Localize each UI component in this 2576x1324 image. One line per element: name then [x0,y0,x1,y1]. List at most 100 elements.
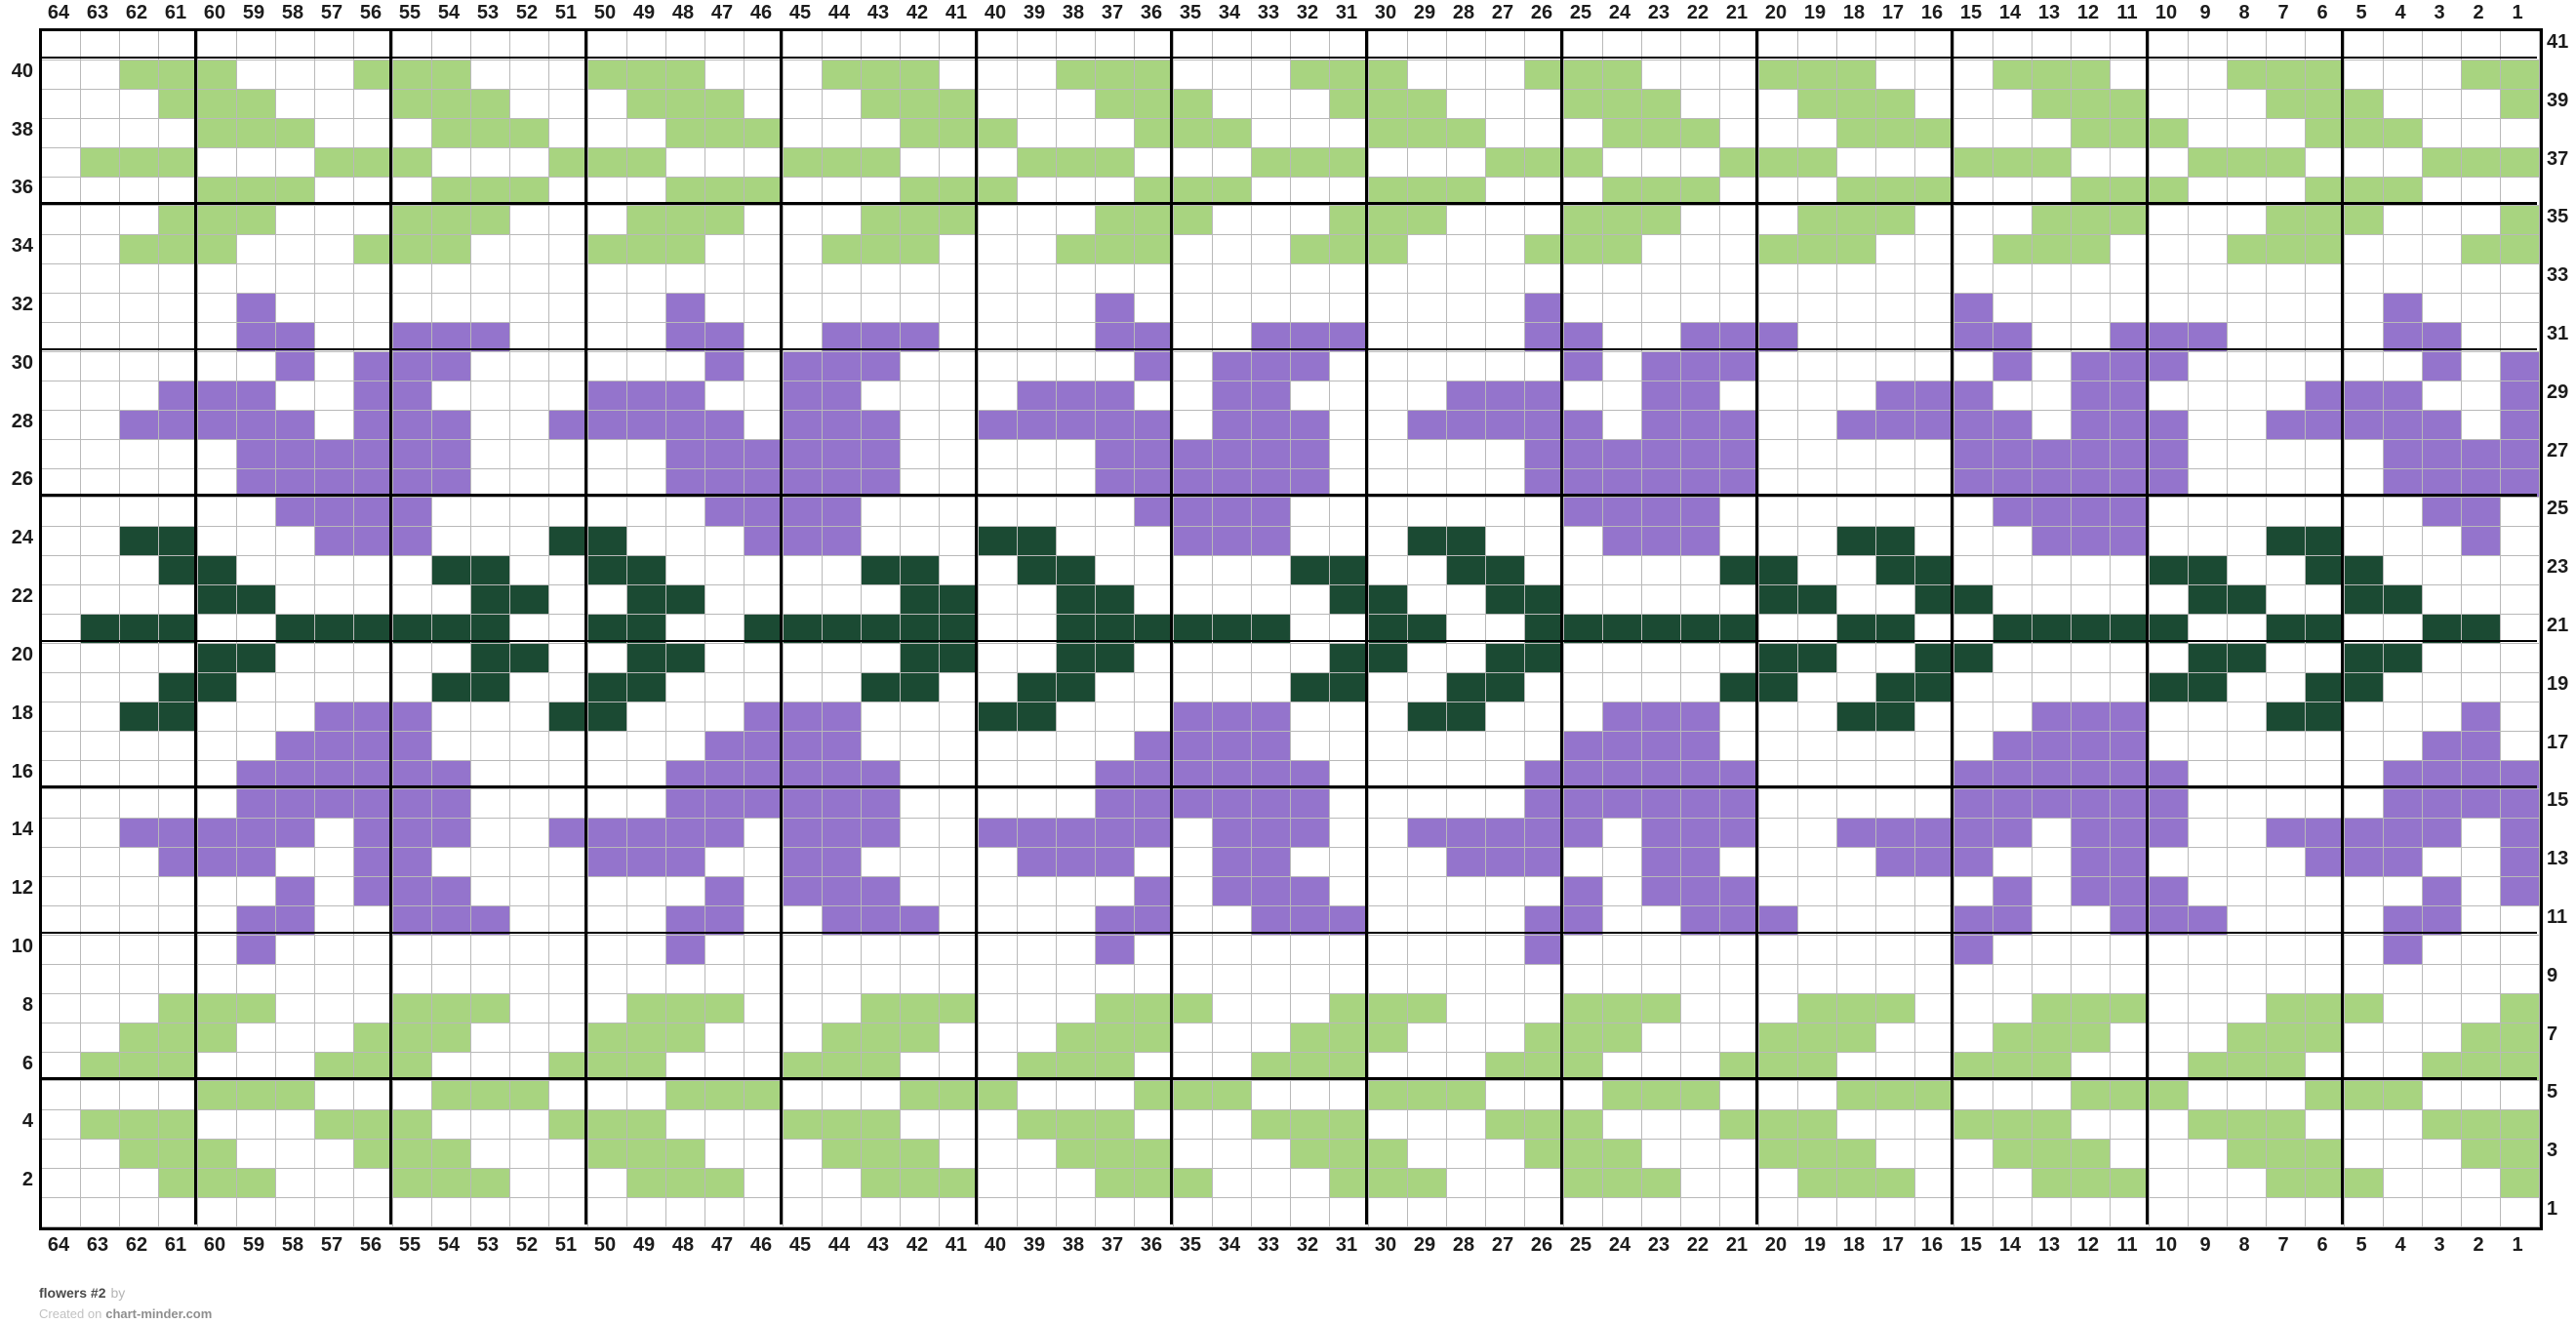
grid-cell[interactable] [2345,31,2384,60]
grid-cell[interactable] [2111,527,2150,557]
grid-cell[interactable] [1486,906,1525,936]
grid-cell[interactable] [1915,906,1954,936]
grid-cell[interactable] [198,906,237,936]
grid-cell[interactable] [159,731,198,761]
grid-cell[interactable] [432,1023,471,1053]
grid-cell[interactable] [120,993,159,1023]
grid-cell[interactable] [2423,585,2462,616]
grid-cell[interactable] [1057,556,1096,586]
grid-cell[interactable] [1135,206,1174,236]
grid-cell[interactable] [2189,1110,2228,1141]
grid-cell[interactable] [1291,410,1330,440]
grid-cell[interactable] [1876,556,1915,586]
grid-cell[interactable] [276,877,315,907]
grid-cell[interactable] [2501,264,2540,295]
grid-cell[interactable] [1135,468,1174,499]
grid-cell[interactable] [276,615,315,644]
grid-cell[interactable] [1057,585,1096,616]
grid-cell[interactable] [1525,993,1564,1023]
grid-cell[interactable] [2384,1198,2423,1227]
grid-cell[interactable] [1096,1110,1135,1141]
grid-cell[interactable] [2228,235,2267,265]
grid-cell[interactable] [1213,410,1252,440]
grid-cell[interactable] [627,439,666,469]
grid-cell[interactable] [1291,323,1330,352]
grid-cell[interactable] [1369,381,1408,411]
grid-cell[interactable] [1213,498,1252,528]
grid-cell[interactable] [1174,964,1213,994]
grid-cell[interactable] [159,672,198,702]
grid-cell[interactable] [315,964,354,994]
grid-cell[interactable] [2150,410,2189,440]
grid-cell[interactable] [2462,906,2501,936]
grid-cell[interactable] [1096,819,1135,849]
grid-cell[interactable] [1174,615,1213,644]
grid-cell[interactable] [1954,439,1993,469]
grid-cell[interactable] [159,235,198,265]
grid-cell[interactable] [1642,1081,1681,1111]
grid-cell[interactable] [1096,906,1135,936]
grid-cell[interactable] [2501,498,2540,528]
grid-cell[interactable] [1642,527,1681,557]
grid-cell[interactable] [705,702,745,732]
grid-cell[interactable] [1252,498,1291,528]
grid-cell[interactable] [1837,410,1876,440]
grid-cell[interactable] [549,60,588,90]
grid-cell[interactable] [1486,1169,1525,1199]
grid-cell[interactable] [745,1023,784,1053]
grid-cell[interactable] [1174,1081,1213,1111]
grid-cell[interactable] [823,206,862,236]
grid-cell[interactable] [2228,819,2267,849]
grid-cell[interactable] [2423,1023,2462,1053]
grid-cell[interactable] [1603,60,1642,90]
grid-cell[interactable] [823,993,862,1023]
grid-cell[interactable] [588,993,627,1023]
grid-cell[interactable] [1135,1198,1174,1227]
grid-cell[interactable] [1369,964,1408,994]
grid-cell[interactable] [510,643,549,673]
grid-cell[interactable] [354,877,393,907]
grid-cell[interactable] [1369,264,1408,295]
grid-cell[interactable] [1135,731,1174,761]
grid-cell[interactable] [354,468,393,499]
grid-cell[interactable] [2501,760,2540,790]
grid-cell[interactable] [1408,381,1447,411]
grid-cell[interactable] [627,498,666,528]
grid-cell[interactable] [315,235,354,265]
grid-cell[interactable] [510,323,549,352]
grid-cell[interactable] [1954,206,1993,236]
grid-cell[interactable] [1525,819,1564,849]
grid-cell[interactable] [1408,672,1447,702]
grid-cell[interactable] [2033,264,2072,295]
grid-cell[interactable] [745,643,784,673]
grid-cell[interactable] [2306,31,2345,60]
grid-cell[interactable] [2267,89,2306,119]
grid-cell[interactable] [1369,323,1408,352]
grid-cell[interactable] [159,585,198,616]
grid-cell[interactable] [823,906,862,936]
grid-cell[interactable] [1915,351,1954,381]
grid-cell[interactable] [237,1110,276,1141]
grid-cell[interactable] [432,848,471,878]
grid-cell[interactable] [1564,147,1603,178]
grid-cell[interactable] [2267,672,2306,702]
grid-cell[interactable] [2306,906,2345,936]
grid-cell[interactable] [42,294,81,324]
grid-cell[interactable] [666,31,705,60]
grid-cell[interactable] [1252,877,1291,907]
grid-cell[interactable] [2501,556,2540,586]
grid-cell[interactable] [159,643,198,673]
grid-cell[interactable] [2267,468,2306,499]
grid-cell[interactable] [81,206,120,236]
grid-cell[interactable] [1447,556,1486,586]
grid-cell[interactable] [81,351,120,381]
grid-cell[interactable] [81,1169,120,1199]
grid-cell[interactable] [42,31,81,60]
grid-cell[interactable] [1174,31,1213,60]
grid-cell[interactable] [823,848,862,878]
grid-cell[interactable] [1681,1081,1720,1111]
grid-cell[interactable] [2228,1110,2267,1141]
grid-cell[interactable] [549,31,588,60]
grid-cell[interactable] [1720,177,1759,207]
grid-cell[interactable] [1603,585,1642,616]
